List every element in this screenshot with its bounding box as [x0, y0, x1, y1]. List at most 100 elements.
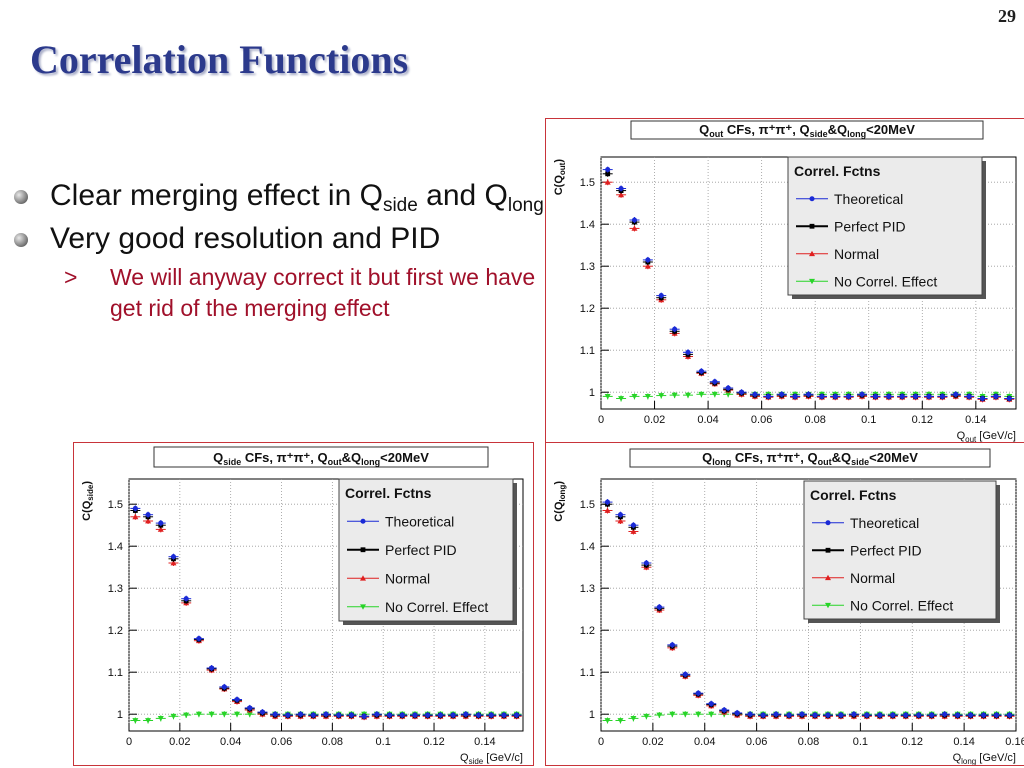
series-theoretical — [602, 499, 1015, 719]
data-point — [760, 712, 766, 718]
data-point — [685, 392, 692, 399]
y-tick-label: 1.3 — [580, 583, 595, 595]
chart-title: Qside CFs, π⁺π⁺, Qout&Qlong<20MeV — [213, 450, 429, 467]
bullet-text: and Q — [417, 179, 508, 212]
data-point — [825, 712, 831, 718]
data-point — [711, 391, 718, 398]
x-tick-label: 0.04 — [694, 736, 715, 748]
chart-title: Qlong CFs, π⁺π⁺, Qout&Qside<20MeV — [702, 450, 918, 467]
data-point — [399, 712, 405, 718]
data-point — [1006, 712, 1013, 718]
x-tick-label: 0.02 — [642, 736, 663, 748]
data-point — [712, 379, 718, 385]
data-point — [234, 696, 240, 703]
y-tick-label: 1 — [589, 387, 595, 399]
data-point — [170, 560, 177, 566]
data-point — [336, 712, 342, 718]
data-point — [247, 705, 253, 711]
legend-marker — [809, 250, 815, 257]
x-tick-label: 0.14 — [965, 414, 986, 426]
data-point — [437, 712, 443, 718]
legend-marker — [825, 574, 831, 581]
data-point — [942, 711, 948, 717]
data-point — [725, 385, 731, 391]
data-point — [698, 391, 705, 398]
data-point — [658, 293, 664, 299]
slide-number: 29 — [998, 6, 1016, 26]
plot-qout: Qout CFs, π⁺π⁺, Qside&Qlong<20MeV 1 1.1 1.2… — [545, 118, 1024, 444]
data-point — [170, 713, 177, 720]
x-axis-label: Qlong [GeV/c] — [953, 752, 1016, 765]
plot-qout-svg: Qout CFs, π⁺π⁺, Qside&Qlong<20MeV 1 1.1 1.2… — [553, 120, 1017, 443]
x-tick-label: 0.14 — [953, 736, 974, 748]
y-tick-label: 1.4 — [108, 541, 123, 553]
x-tick-label: 0.1 — [853, 736, 868, 748]
x-axis-label: Qout [GeV/c] — [957, 430, 1016, 443]
data-point — [617, 518, 624, 524]
data-point — [450, 712, 456, 718]
data-point — [604, 499, 611, 505]
data-point — [170, 554, 177, 560]
x-tick-label: 0.12 — [423, 736, 444, 748]
data-point — [913, 393, 919, 399]
y-axis-label: C(Qside) — [81, 481, 95, 521]
data-point — [812, 712, 818, 718]
legend-title: Correl. Fctns — [810, 487, 897, 503]
data-point — [412, 712, 418, 718]
legend-marker — [360, 604, 366, 610]
data-point — [298, 711, 304, 717]
data-point — [221, 684, 227, 690]
data-point — [779, 391, 785, 397]
data-point — [158, 520, 164, 526]
slide-title: Correlation Functions — [30, 37, 409, 82]
data-point — [157, 716, 164, 722]
y-axis-label: C(Qout) — [553, 159, 567, 196]
legend-marker — [809, 278, 815, 285]
data-point — [145, 518, 152, 524]
y-tick-label: 1 — [589, 709, 595, 721]
data-point — [605, 171, 611, 177]
y-tick-label: 1.2 — [580, 625, 595, 637]
data-point — [708, 701, 714, 707]
data-point — [183, 596, 189, 602]
chart-title: Qout CFs, π⁺π⁺, Qside&Qlong<20MeV — [699, 122, 915, 139]
y-tick-label: 1.5 — [580, 177, 595, 189]
y-tick-label: 1.2 — [580, 303, 595, 315]
data-point — [145, 512, 151, 518]
data-point — [979, 395, 986, 402]
data-point — [671, 392, 678, 399]
data-point — [374, 711, 380, 717]
data-point — [968, 712, 974, 718]
bullet-text: Clear merging effect in Q — [50, 179, 383, 212]
data-point — [195, 711, 202, 718]
legend-marker — [825, 547, 831, 553]
data-point — [765, 393, 771, 399]
legend-entry: Normal — [385, 570, 430, 586]
bullet-text: Very good resolution and PID — [50, 222, 441, 255]
subscript: side — [382, 195, 418, 216]
data-point — [386, 712, 393, 718]
legend-entry: No Correl. Effect — [834, 273, 937, 289]
y-tick-label: 1.1 — [108, 667, 123, 679]
x-tick-label: 0.1 — [861, 414, 876, 426]
x-tick-label: 0.08 — [798, 736, 819, 748]
legend-marker — [809, 223, 815, 229]
sub-bullet-text: We will anyway correct it but first we h… — [110, 264, 536, 322]
x-tick-label: 0.08 — [322, 736, 343, 748]
data-point — [208, 711, 215, 718]
data-point — [846, 393, 852, 399]
x-axis-label: Qside [GeV/c] — [460, 752, 523, 765]
data-point — [805, 391, 812, 397]
legend-entry: Normal — [850, 570, 895, 586]
data-point — [645, 257, 651, 263]
data-point — [617, 718, 624, 724]
y-tick-label: 1.1 — [580, 345, 595, 357]
data-point — [209, 665, 215, 671]
x-tick-label: 0.16 — [1005, 736, 1024, 748]
data-point — [501, 712, 507, 718]
chart-title-box — [153, 446, 489, 468]
data-point — [669, 642, 675, 648]
y-tick-label: 1.4 — [580, 541, 595, 553]
y-tick-label: 1.5 — [580, 499, 595, 511]
data-point — [886, 393, 892, 399]
